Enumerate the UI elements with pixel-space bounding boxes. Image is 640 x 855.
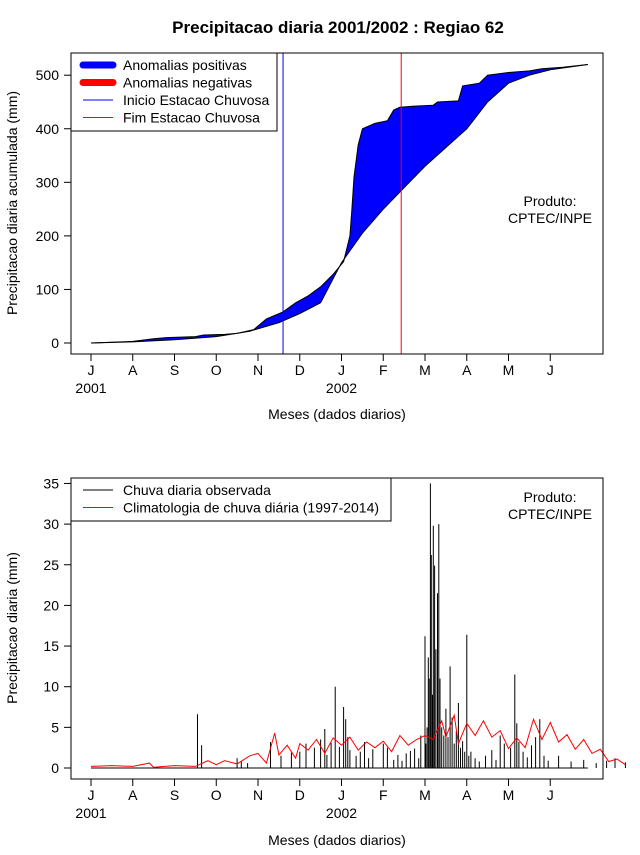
axes: 0 100 200 300 400 500 J A S O N D J F M A M J 2001 2002 [36,52,604,396]
y-tick-label: 15 [43,638,59,654]
observed-cumulative-line [90,64,588,344]
x-tick-label: O [211,362,222,378]
x-tick-label: A [462,787,472,803]
axes: 0 5 10 15 20 25 30 35 J A S O N D J F M A M J 2001 2002 [43,475,604,821]
legend-label: Anomalias negativas [123,75,252,91]
x-tick-label: M [503,787,515,803]
climatology-cumulative-line [90,64,588,344]
x-tick-label: J [88,362,95,378]
y-tick-label: 200 [36,228,60,244]
y-tick-label: 10 [43,679,59,695]
plot-frame [70,52,604,355]
y-tick-label: 400 [36,121,60,137]
x-tick-label: F [379,787,388,803]
legend: Anomalias positivas Anomalias negativasIn… [70,52,278,132]
x-tick-label: J [338,362,345,378]
x-tick-label: N [253,362,263,378]
chart-title: Precipitacao diaria 2001/2002 : Regiao 6… [172,18,504,37]
x-tick-label: O [211,787,222,803]
legend-box [70,477,392,522]
x-tick-label: J [88,787,95,803]
y-axis-label: Precipitacao diaria acumulada (mm) [4,91,20,315]
climatology-daily-line [90,713,626,768]
y-tick-label: 5 [51,719,59,735]
year-label: 2002 [326,380,357,396]
y-tick-label: 300 [36,174,60,190]
y-tick-label: 0 [51,760,59,776]
plot-frame [70,477,604,780]
year-label: 2001 [75,805,106,821]
legend-label: Climatologia de chuva diária (1997-2014) [123,500,379,516]
y-tick-label: 30 [43,516,59,532]
y-axis-label: Precipitacao diaria (mm) [4,552,20,704]
x-tick-label: A [128,362,138,378]
cumulative-precipitation-chart: Precipitacao diaria 2001/2002 : Regiao 6… [4,18,604,422]
y-tick-label: 25 [43,557,59,573]
climatology-line [90,713,626,768]
x-tick-label: M [503,362,515,378]
legend-label: Chuva diaria observada [123,482,271,498]
legend-label: Fim Estacao Chuvosa [123,110,260,126]
x-tick-label: M [419,362,431,378]
x-tick-label: F [379,362,388,378]
year-label: 2002 [326,805,357,821]
season-lines [282,53,402,354]
product-source: CPTEC/INPE [508,210,592,226]
x-tick-label: A [462,362,472,378]
product-label: Produto: [524,193,577,209]
x-axis-label: Meses (dados diarios) [268,832,406,848]
daily-bars [91,483,626,769]
cumulative-lines [90,64,588,344]
x-axis-label: Meses (dados diarios) [268,406,406,422]
legend-label: Inicio Estacao Chuvosa [123,92,270,108]
year-label: 2001 [75,380,106,396]
y-tick-label: 20 [43,597,59,613]
x-tick-label: N [253,787,263,803]
x-tick-label: J [338,787,345,803]
y-tick-label: 100 [36,281,60,297]
y-tick-label: 0 [51,335,59,351]
x-tick-label: A [128,787,138,803]
product-source: CPTEC/INPE [508,506,592,522]
x-tick-label: M [419,787,431,803]
x-tick-label: J [547,787,554,803]
y-tick-label: 500 [36,67,60,83]
x-tick-label: S [170,787,179,803]
daily-precipitation-chart: Chuva diaria observada Climatologia de ch… [4,475,626,848]
x-tick-label: S [170,362,179,378]
product-label: Produto: [524,489,577,505]
positive-anomaly-area [239,266,340,333]
legend: Chuva diaria observada Climatologia de ch… [70,477,392,522]
positive-anomaly-area [344,64,588,259]
x-tick-label: D [295,362,305,378]
x-tick-label: J [547,362,554,378]
x-tick-label: D [295,787,305,803]
legend-label: Anomalias positivas [123,57,247,73]
y-tick-label: 35 [43,475,59,491]
